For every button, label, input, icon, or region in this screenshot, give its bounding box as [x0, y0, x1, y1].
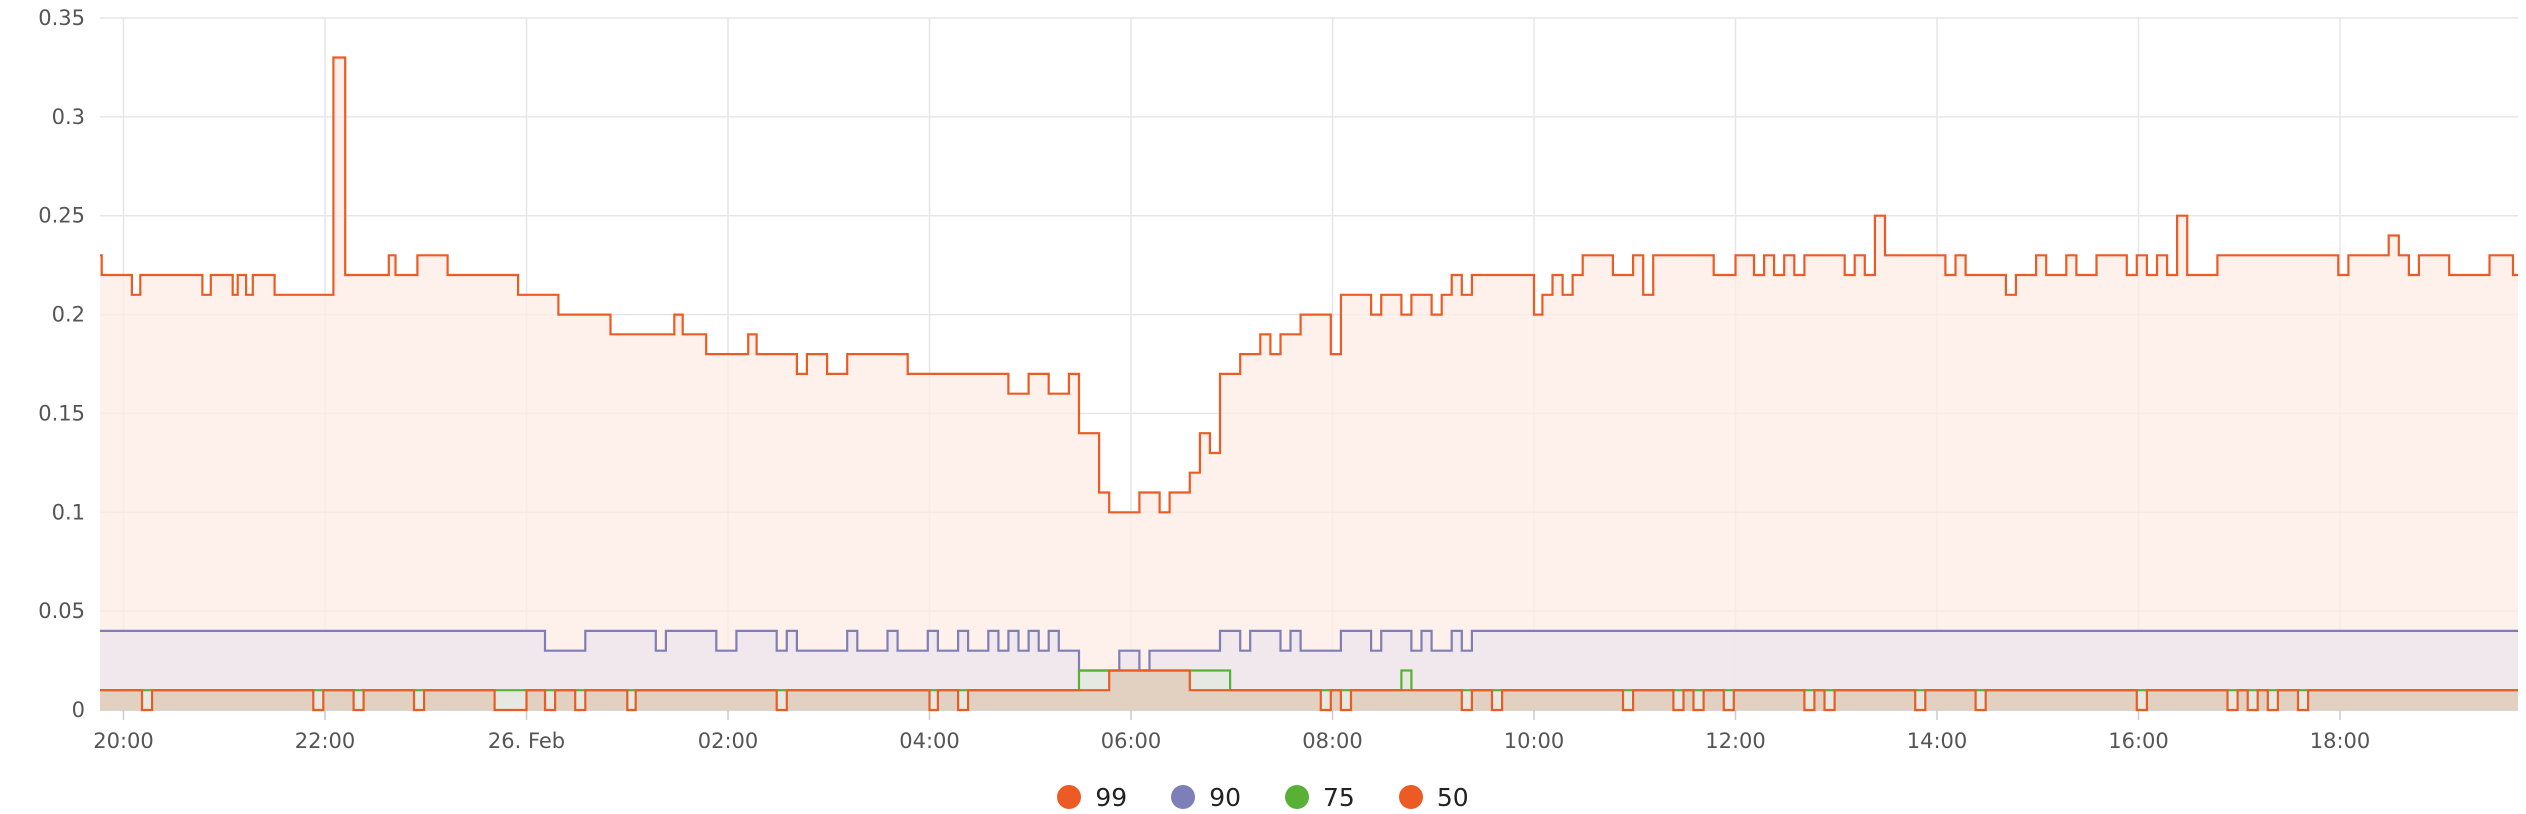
- legend: 99 90 75 50: [0, 780, 2526, 814]
- legend-marker-90: [1171, 785, 1196, 809]
- series-area-99: [100, 57, 2518, 710]
- y-tick-label: 0: [72, 698, 85, 722]
- y-tick-label: 0.25: [38, 204, 85, 228]
- legend-item-90[interactable]: 90: [1171, 783, 1241, 812]
- legend-item-75[interactable]: 75: [1285, 783, 1355, 812]
- y-tick-label: 0.05: [38, 599, 85, 623]
- y-tick-label: 0.35: [38, 6, 85, 30]
- x-tick-label: 08:00: [1302, 729, 1363, 753]
- chart: 0 0.05 0.1 0.15 0.2 0.25 0.3 0.35 20:00 22:00 26.…: [38, 6, 2518, 753]
- legend-item-99[interactable]: 99: [1057, 783, 1127, 812]
- x-tick-label: 06:00: [1101, 729, 1162, 753]
- y-tick-label: 0.1: [52, 500, 85, 524]
- x-tick-label: 22:00: [295, 729, 356, 753]
- legend-label-75: 75: [1323, 782, 1355, 812]
- x-tick-label: 02:00: [698, 729, 759, 753]
- series-areas: [100, 57, 2518, 710]
- x-tick-label: 20:00: [93, 729, 154, 753]
- x-tick-label: 18:00: [2310, 729, 2371, 753]
- x-axis-labels: 20:00 22:00 26. Feb 02:00 04:00 06:00 08:00 10:…: [93, 729, 2370, 753]
- series-line-50: [100, 669, 2518, 712]
- legend-item-50[interactable]: 50: [1398, 782, 1469, 812]
- legend-label-99: 99: [1095, 782, 1128, 812]
- y-tick-label: 0.15: [38, 401, 85, 425]
- y-tick-label: 0.3: [52, 105, 85, 129]
- x-tick-label: 14:00: [1907, 729, 1968, 753]
- x-tick-label: 16:00: [2108, 729, 2169, 753]
- y-tick-label: 0.2: [52, 303, 85, 327]
- legend-label-50: 50: [1436, 782, 1469, 812]
- series-lines: [100, 56, 2518, 712]
- legend-label-90: 90: [1209, 782, 1241, 812]
- x-tick-label: 26. Feb: [488, 729, 565, 753]
- y-axis-labels: 0 0.05 0.1 0.15 0.2 0.25 0.3 0.35: [38, 6, 85, 722]
- series-line-90: [100, 629, 2518, 672]
- legend-marker-99: [1057, 785, 1082, 809]
- legend-marker-50: [1398, 785, 1423, 809]
- series-line-99: [100, 56, 2518, 514]
- legend-marker-75: [1285, 785, 1309, 809]
- x-tick-label: 12:00: [1705, 729, 1766, 753]
- x-tick-label: 04:00: [899, 729, 960, 753]
- x-tick-label: 10:00: [1504, 729, 1565, 753]
